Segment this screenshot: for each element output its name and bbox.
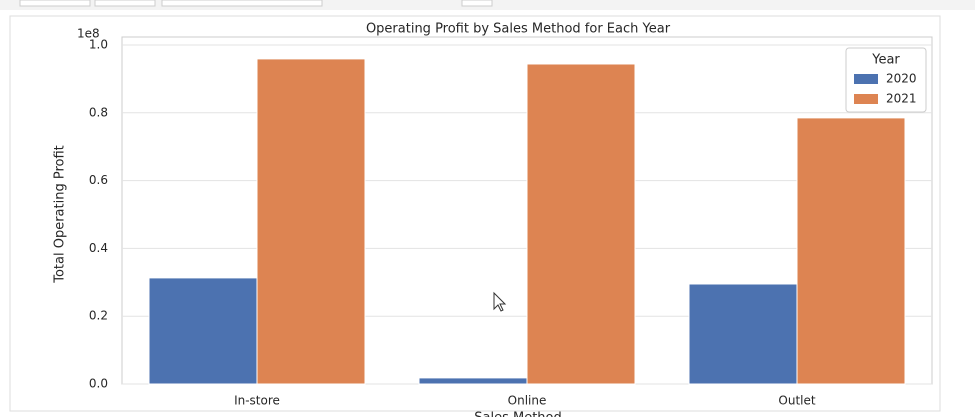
y-offset-label: 1e8: [77, 27, 100, 41]
legend-title: Year: [871, 53, 900, 68]
bar: [688, 283, 798, 385]
x-tick-label: Online: [508, 394, 547, 408]
toolbar-button: [94, 0, 156, 7]
bar: [148, 277, 258, 385]
y-tick-label: 0.4: [89, 241, 108, 255]
legend-label: 2020: [886, 72, 917, 86]
bar: [418, 377, 528, 385]
toolbar-button: [19, 0, 91, 7]
y-tick-label: 0.0: [89, 377, 108, 391]
x-tick-label: In-store: [234, 394, 280, 408]
y-tick-label: 0.8: [89, 105, 108, 119]
toolbar-button: [161, 0, 323, 7]
bar: [796, 117, 906, 385]
bar: [526, 63, 636, 385]
chart-title: Operating Profit by Sales Method for Eac…: [366, 22, 671, 37]
y-tick-label: 0.6: [89, 173, 108, 187]
x-axis-label: Sales Method: [474, 411, 562, 417]
legend-swatch: [854, 94, 878, 104]
toolbar-button: [461, 0, 493, 7]
bar: [256, 58, 366, 385]
x-tick-label: Outlet: [778, 394, 815, 408]
legend-label: 2021: [886, 92, 917, 106]
y-axis-label: Total Operating Profit: [53, 145, 68, 284]
y-tick-label: 1.0: [89, 38, 108, 52]
legend-swatch: [854, 74, 878, 84]
mouse-cursor: [493, 291, 507, 312]
y-tick-label: 0.2: [89, 309, 108, 323]
